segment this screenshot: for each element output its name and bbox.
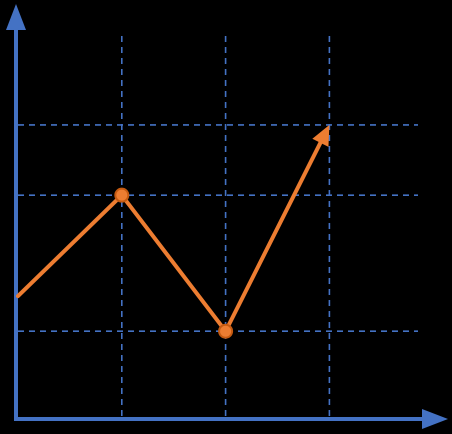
x-axis-arrow <box>422 409 448 429</box>
y-axis-arrow <box>6 4 26 30</box>
series <box>16 124 330 334</box>
series-line-segment <box>119 193 228 334</box>
data-point-marker <box>114 187 130 203</box>
series-end-arrow <box>312 124 330 147</box>
series-line-segment <box>223 135 326 334</box>
data-point-marker <box>218 323 234 339</box>
axes <box>6 4 448 429</box>
series-line-segment <box>16 193 124 299</box>
grid-lines <box>18 36 418 419</box>
series-markers <box>114 187 234 339</box>
